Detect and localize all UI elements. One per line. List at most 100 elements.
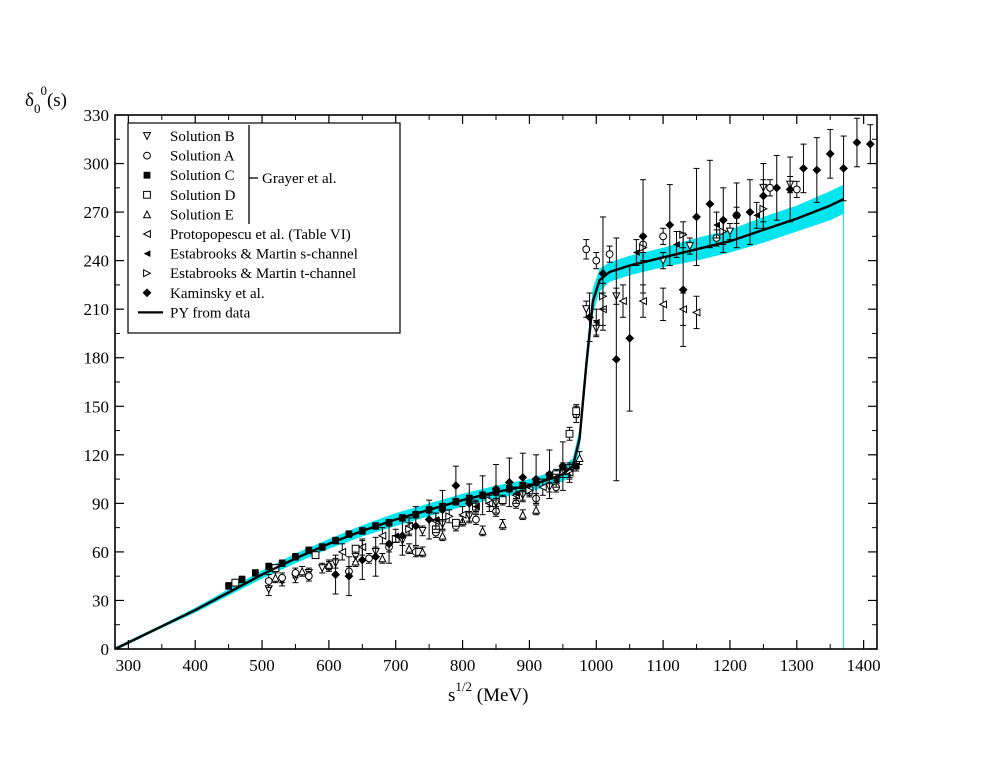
y-axis-label: δ00(s)	[25, 83, 67, 116]
data-point	[605, 250, 614, 259]
data-point	[378, 553, 387, 563]
data-point	[852, 138, 862, 147]
y-axis-label-main: δ	[25, 90, 34, 111]
data-point	[305, 546, 313, 554]
y-tick-label: 60	[92, 543, 109, 562]
legend-marker	[143, 151, 151, 160]
data-point	[411, 521, 421, 531]
data-point	[538, 482, 547, 492]
uncertainty-band-layer	[115, 184, 845, 649]
data-point	[659, 232, 668, 241]
data-point	[575, 453, 584, 462]
x-tick-label: 1300	[780, 656, 814, 675]
x-tick-label: 1100	[646, 656, 679, 675]
y-tick-label: 240	[84, 252, 110, 271]
x-tick-label: 600	[316, 656, 342, 675]
legend-entry-1: Solution A	[143, 149, 235, 165]
data-point	[592, 256, 601, 265]
data-point	[785, 185, 795, 194]
data-point	[692, 308, 701, 317]
data-point	[799, 164, 808, 173]
data-point	[318, 564, 327, 573]
data-point	[464, 498, 474, 508]
data-point	[238, 576, 246, 583]
legend-entry-4: Solution E	[142, 207, 234, 223]
data-point	[692, 212, 701, 222]
data-point	[472, 503, 480, 510]
series-3	[231, 404, 581, 587]
data-point	[658, 300, 668, 309]
x-tick-label: 700	[383, 656, 409, 675]
legend: Solution B Solution A Solution C Solution D…	[127, 122, 401, 334]
legend-entry-5: Protopopescu et al. (Table VI)	[142, 227, 351, 243]
y-tick-label: 300	[84, 155, 110, 174]
x-axis-label: s1/2 (MeV)	[448, 679, 528, 706]
x-axis-label-main: s	[448, 685, 455, 706]
legend-marker	[142, 229, 151, 239]
data-point	[278, 573, 287, 582]
data-point	[725, 227, 735, 237]
data-point	[552, 477, 560, 485]
data-point	[304, 572, 313, 581]
data-point	[297, 566, 307, 576]
data-point	[445, 512, 454, 521]
data-point	[678, 285, 688, 295]
data-point	[392, 532, 400, 540]
legend-label: Solution E	[170, 207, 234, 223]
data-point	[485, 495, 494, 505]
legend-label: Solution C	[170, 168, 235, 184]
legend-entry-3: Solution D	[143, 188, 236, 204]
data-point	[839, 164, 848, 173]
y-axis-label-tail: (s)	[47, 90, 67, 111]
data-point	[357, 555, 367, 565]
x-tick-label: 1000	[579, 656, 613, 675]
data-point	[271, 573, 280, 582]
legend-entry-8: Kaminsky et al.	[142, 286, 265, 302]
data-point	[518, 510, 527, 519]
data-point	[825, 149, 835, 159]
legend-marker	[143, 268, 152, 278]
data-point	[478, 526, 487, 535]
legend-label: Kaminsky et al.	[170, 286, 265, 302]
data-point	[753, 211, 761, 219]
data-point	[611, 354, 621, 364]
data-point	[625, 333, 635, 343]
data-point	[582, 245, 591, 254]
data-point	[251, 569, 259, 577]
data-point	[732, 210, 742, 220]
data-point	[365, 554, 373, 563]
data-point	[512, 490, 520, 498]
data-point	[582, 305, 591, 314]
data-point	[351, 557, 360, 566]
legend-label: Estabrooks & Martin t-channel	[170, 266, 356, 282]
legend-label: Solution B	[170, 129, 235, 145]
legend-box	[127, 122, 401, 334]
y-axis-label-sup: 0	[40, 83, 47, 98]
y-tick-label: 120	[84, 446, 110, 465]
x-tick-label: 300	[116, 656, 142, 675]
data-point	[592, 318, 600, 326]
data-point	[324, 560, 334, 569]
legend-marker	[143, 190, 151, 199]
data-point	[432, 516, 440, 523]
data-point	[292, 553, 299, 561]
y-tick-label: 150	[84, 397, 110, 416]
legend-entry-6: Estabrooks & Martin s-channel	[143, 247, 358, 263]
data-point	[618, 296, 627, 306]
data-point	[311, 551, 320, 560]
data-point	[498, 519, 507, 529]
data-point	[451, 481, 461, 490]
y-tick-label: 30	[92, 591, 109, 610]
data-point	[472, 515, 480, 524]
data-point	[572, 407, 581, 416]
data-point	[558, 461, 568, 471]
data-point	[384, 539, 394, 549]
data-point	[231, 578, 240, 587]
legend-label: Estabrooks & Martin s-channel	[170, 247, 358, 263]
data-point	[565, 429, 574, 438]
data-point	[638, 296, 647, 306]
legend-entries: Solution B Solution A Solution C Solution D…	[138, 129, 358, 321]
data-point	[418, 547, 427, 556]
data-point	[451, 518, 460, 527]
data-point	[344, 571, 354, 581]
